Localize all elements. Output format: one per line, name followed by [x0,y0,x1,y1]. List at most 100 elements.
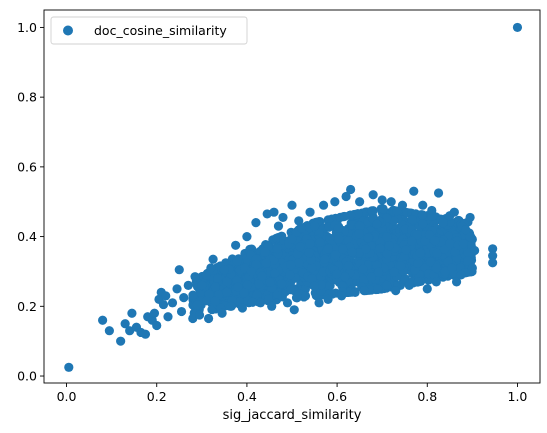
x-tick-label: 0.6 [327,389,347,404]
scatter-point [152,320,162,331]
scatter-point [188,290,198,300]
scatter-point [260,247,270,257]
scatter-point [206,263,216,273]
scatter-point [407,236,417,246]
scatter-point [251,259,261,270]
scatter-point [194,310,205,320]
scatter-point [415,248,425,258]
scatter-point [98,315,108,325]
scatter-point [289,305,299,315]
scatter-point [277,279,287,289]
scatter-point [237,303,247,313]
scatter-point [239,288,249,298]
scatter-point [346,184,356,195]
scatter-point [372,219,382,229]
scatter-point [188,313,198,324]
scatter-point [285,285,296,295]
scatter-point [404,280,414,290]
y-axis-ticks: 0.0 0.2 0.4 0.6 0.8 1.0 [17,20,44,384]
scatter-point [361,244,371,254]
scatter-point [377,195,387,205]
scatter-point [149,308,160,318]
scatter-point [433,188,444,198]
scatter-point [407,214,417,225]
scatter-point [261,258,271,268]
scatter-point [409,186,419,196]
scatter-point [424,230,435,240]
scatter-point [294,216,304,226]
scatter-point [242,231,252,242]
scatter-point [287,200,297,210]
scatter-point [350,287,360,297]
scatter-point [440,266,450,277]
scatter-point [285,270,295,280]
scatter-point [318,267,329,277]
scatter-point [363,233,373,243]
x-axis-label: sig_jaccard_similarity [223,408,362,423]
scatter-point [375,237,385,247]
scatter-point [418,219,428,229]
scatter-point [273,221,284,231]
scatter-point [355,197,365,207]
x-tick-label: 1.0 [508,389,528,404]
scatter-point [382,249,392,259]
scatter-point [359,275,369,285]
scatter-point [378,204,388,214]
scatter-point [307,263,317,273]
scatter-point [161,291,171,301]
y-tick-label: 1.0 [17,20,37,35]
scatter-point [425,257,436,267]
scatter-point [358,264,368,274]
legend-marker [63,25,73,36]
scatter-point [296,223,307,233]
scatter-point [343,260,354,271]
scatter-point [355,221,365,232]
scatter-point [461,225,471,235]
scatter-point [384,240,394,251]
scatter-point [417,210,428,220]
y-tick-label: 0.2 [17,299,37,314]
scatter-point [213,273,223,284]
scatter-point [447,263,457,273]
scatter-point [465,232,475,242]
scatter-point [267,301,277,311]
scatter-point [242,280,253,290]
scatter-point [359,286,369,296]
legend: doc_cosine_similarity [50,16,248,45]
scatter-point [391,286,401,296]
x-tick-label: 0.8 [417,389,437,404]
scatter-point [172,284,182,294]
scatter-point [456,270,466,280]
scatter-point [201,270,211,280]
scatter-point [338,244,348,254]
scatter-point [208,254,218,264]
y-tick-label: 0.0 [17,369,37,384]
scatter-point [386,197,396,207]
scatter-point [318,200,329,210]
scatter-point [300,284,310,294]
scatter-point [116,336,126,346]
y-tick-label: 0.8 [17,90,37,105]
scatter-point [167,298,178,308]
scatter-point [295,242,305,252]
scatter-point [467,263,477,273]
scatter-points [64,22,523,372]
scatter-point [391,206,402,216]
scatter-point [430,235,440,246]
scatter-point [217,308,227,318]
scatter-point [488,258,498,268]
scatter-point [269,207,279,217]
scatter-point [176,306,187,317]
scatter-point [183,280,193,290]
scatter-point [278,212,288,223]
scatter-point [389,267,399,277]
scatter-point [333,223,343,234]
scatter-point [282,298,293,308]
scatter-point [300,291,311,301]
scatter-point [240,263,250,273]
scatter-point [340,211,350,222]
scatter-point [465,212,475,223]
scatter-point [451,277,462,287]
